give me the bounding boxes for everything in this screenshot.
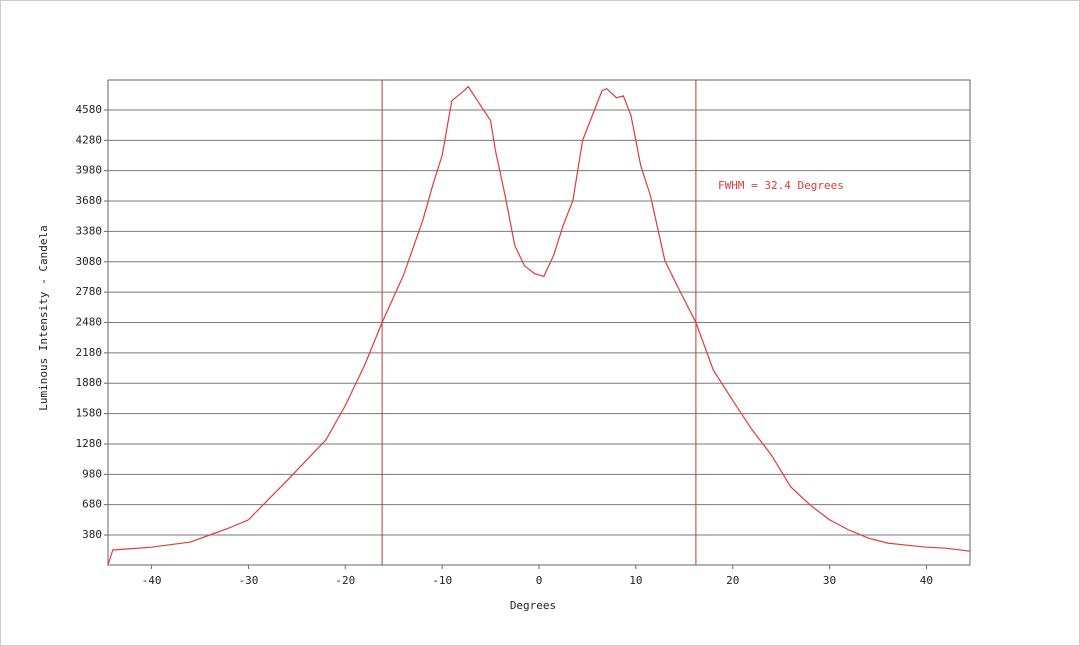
y-tick-label: 3680 <box>76 194 103 207</box>
x-tick-label: 20 <box>726 574 739 587</box>
x-tick-label: 30 <box>823 574 836 587</box>
x-axis-label: Degrees <box>510 599 556 612</box>
x-tick-label: -40 <box>142 574 162 587</box>
y-tick-label: 3980 <box>76 164 103 177</box>
y-tick-label: 4580 <box>76 103 103 116</box>
x-tick-label: 40 <box>920 574 933 587</box>
y-tick-label: 2180 <box>76 346 103 359</box>
y-tick-label: 2780 <box>76 285 103 298</box>
y-tick-label: 1580 <box>76 407 103 420</box>
y-tick-label: 3080 <box>76 255 103 268</box>
y-tick-label: 1280 <box>76 437 103 450</box>
y-tick-label: 680 <box>82 498 102 511</box>
y-axis-label: Luminous Intensity - Candela <box>37 225 50 410</box>
x-tick-label: -20 <box>335 574 355 587</box>
y-tick-label: 3380 <box>76 224 103 237</box>
x-tick-label: 0 <box>536 574 543 587</box>
y-tick-label: 4280 <box>76 133 103 146</box>
x-tick-label: -10 <box>432 574 452 587</box>
y-tick-label: 1880 <box>76 376 103 389</box>
y-tick-label: 980 <box>82 467 102 480</box>
y-tick-label: 2480 <box>76 316 103 329</box>
annotation: FWHM = 32.4 Degrees <box>718 179 844 192</box>
y-tick-label: 380 <box>82 528 102 541</box>
x-tick-label: -30 <box>239 574 259 587</box>
intensity-curve <box>107 85 971 566</box>
x-tick-label: 10 <box>629 574 642 587</box>
